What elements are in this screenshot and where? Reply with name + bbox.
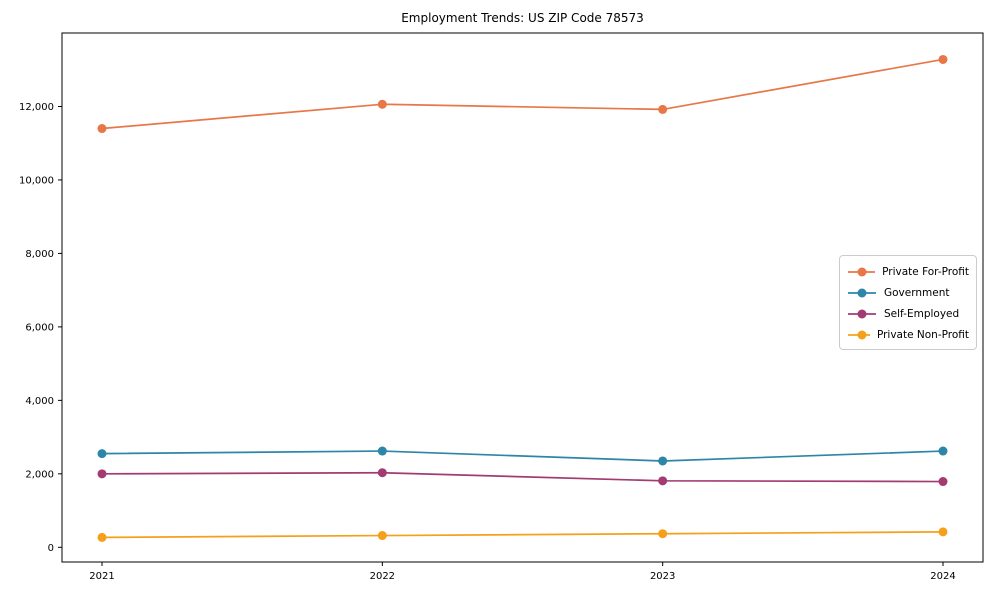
legend-label: Government [884,286,950,299]
x-tick-label: 2024 [930,571,955,582]
y-tick-label: 2,000 [25,469,54,480]
data-point-private-non-profit-2022 [377,531,387,541]
legend-label: Private For-Profit [882,265,969,278]
data-point-government-2023 [658,456,668,466]
data-point-private-for-profit-2022 [377,99,387,109]
chart-title: Employment Trends: US ZIP Code 78573 [401,11,644,25]
x-tick-label: 2023 [650,571,675,582]
data-point-private-for-profit-2024 [938,54,948,64]
legend-item: Government [847,282,969,303]
legend-line-sample [848,267,876,276]
data-point-private-for-profit-2021 [97,124,107,134]
y-tick-label: 4,000 [25,396,54,407]
data-point-private-non-profit-2023 [658,529,668,539]
legend-label: Private Non-Profit [876,328,969,341]
x-tick-label: 2022 [370,571,395,582]
data-point-government-2022 [377,446,387,456]
series-line-private-for-profit [101,58,944,130]
data-point-self-employed-2024 [938,477,948,487]
data-point-self-employed-2023 [658,476,668,486]
data-point-self-employed-2022 [377,468,387,478]
y-tick-label: 0 [48,543,54,554]
series-line-private-non-profit [101,531,944,539]
legend-item: Private Non-Profit [847,324,969,345]
data-point-private-non-profit-2021 [97,532,107,542]
series-line-self-employed [101,471,944,483]
data-point-private-non-profit-2024 [938,527,948,537]
plot-border [61,32,984,563]
data-point-government-2021 [97,449,107,459]
y-tick-label: 6,000 [25,322,54,333]
series-line-government [101,450,944,462]
legend-line-sample [848,288,876,297]
legend-line-sample [848,330,870,339]
y-tick-label: 10,000 [19,175,54,186]
legend-label: Self-Employed [884,307,960,320]
legend-line-sample [848,309,876,318]
data-point-government-2024 [938,446,948,456]
x-tick-label: 2021 [89,571,114,582]
data-point-self-employed-2021 [97,469,107,479]
legend-item: Private For-Profit [847,261,969,282]
y-tick-label: 12,000 [19,102,54,113]
y-tick-label: 8,000 [25,249,54,260]
data-point-private-for-profit-2023 [658,104,668,114]
legend: Private For-Profit Government Self-Employe… [839,255,977,350]
legend-item: Self-Employed [847,303,969,324]
